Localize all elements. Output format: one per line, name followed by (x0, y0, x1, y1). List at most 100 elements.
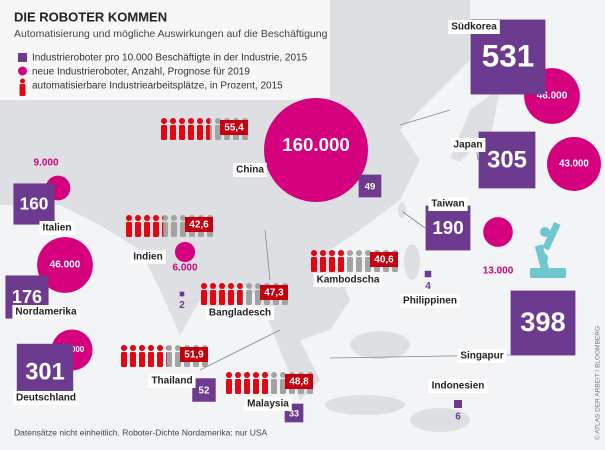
person-body (320, 257, 326, 272)
new-robots-circle (264, 98, 368, 202)
person-head (161, 118, 167, 124)
person-body (311, 257, 317, 272)
person-body (175, 352, 181, 367)
person-head (157, 345, 163, 351)
automatable-label: 47,3 (264, 288, 284, 299)
person-body (179, 125, 185, 140)
person-body (338, 257, 344, 272)
new-robots-circle (547, 137, 601, 191)
person-body (237, 290, 243, 305)
person-head (338, 250, 344, 256)
person-body (130, 352, 136, 367)
marks: 160.0004955,4China46.000531Südkorea43.00… (5, 19, 601, 423)
land (325, 395, 405, 415)
person-head (188, 118, 194, 124)
person-head (280, 372, 286, 378)
new-robots-circle (174, 241, 196, 263)
person-head (197, 118, 203, 124)
new-robots-label: 13.000 (483, 266, 514, 277)
country-name-bg (205, 306, 275, 320)
country-name: Malaysia (247, 399, 289, 410)
person-head (215, 118, 221, 124)
person-body (246, 290, 252, 305)
title: DIE ROBOTER KOMMEN (14, 9, 167, 24)
automatable-label: 51,9 (184, 350, 204, 361)
person-body (139, 352, 145, 367)
density-square (424, 270, 432, 278)
person-body (166, 352, 167, 367)
density-square (510, 290, 576, 356)
density-label: 305 (487, 146, 527, 173)
person-head (210, 283, 216, 289)
automatable-share (311, 250, 344, 272)
person-body (166, 352, 172, 367)
person-head (246, 283, 252, 289)
legend-swatch (18, 53, 27, 62)
country-name-bg (148, 374, 196, 388)
person-body (244, 379, 250, 394)
person-body (144, 222, 150, 237)
density-square (478, 131, 536, 189)
country-name-bg (12, 305, 80, 319)
person-head (311, 250, 317, 256)
person-body (197, 125, 203, 140)
person-body (180, 222, 186, 237)
person-head (126, 215, 132, 221)
country-name: Italien (43, 223, 72, 234)
person-head (206, 118, 210, 124)
density-label: 176 (12, 287, 42, 307)
person-head (228, 283, 234, 289)
new-robots-label: 160.000 (282, 134, 350, 155)
country-name: Deutschland (16, 393, 76, 404)
country-name-bg (448, 20, 500, 34)
density-square (425, 205, 471, 251)
person-head (255, 283, 261, 289)
automatable-label: 42,6 (189, 220, 209, 231)
automatable-label: 55,4 (224, 123, 244, 134)
density-square (13, 183, 55, 225)
person-head (166, 345, 172, 351)
person-head (162, 215, 164, 221)
country-name-bg (450, 138, 486, 152)
person-body (253, 379, 259, 394)
header-bg (0, 0, 330, 100)
person-body (201, 290, 207, 305)
person-body (347, 257, 353, 272)
density-square (16, 343, 74, 401)
new-robots-circle (37, 237, 93, 293)
person-head (244, 372, 250, 378)
country-name: Nordamerika (15, 307, 77, 318)
automatable-label: 48,8 (289, 377, 309, 388)
person-body (219, 290, 225, 305)
new-robots-label: 46.000 (50, 260, 81, 271)
automatable-box (260, 285, 288, 300)
new-robots-circle (483, 217, 513, 247)
person-body (280, 379, 286, 394)
person-body (135, 222, 141, 237)
person-head (171, 215, 177, 221)
person-body (215, 125, 221, 140)
person-head (253, 372, 259, 378)
automatable-share (201, 283, 243, 305)
person-head (148, 345, 154, 351)
person-body (170, 125, 176, 140)
country-name: Singapur (460, 351, 503, 362)
automatable-box (285, 374, 313, 389)
person-head (175, 345, 181, 351)
density-label: 52 (199, 386, 210, 397)
density-label: 190 (432, 217, 463, 238)
person-head (162, 215, 168, 221)
person-head (153, 215, 159, 221)
country-name: China (236, 165, 264, 176)
person-body (365, 257, 371, 272)
person-body (228, 290, 234, 305)
automatable-share (121, 345, 167, 367)
person-head (135, 215, 141, 221)
person-head (180, 215, 186, 221)
density-label: 398 (520, 306, 565, 337)
person-head (347, 250, 353, 256)
person-head (139, 345, 145, 351)
country-name: Philippinen (403, 296, 457, 307)
country-name-bg (457, 349, 507, 363)
legend-label: neue Industrieroboter, Anzahl, Prognose … (32, 67, 250, 78)
